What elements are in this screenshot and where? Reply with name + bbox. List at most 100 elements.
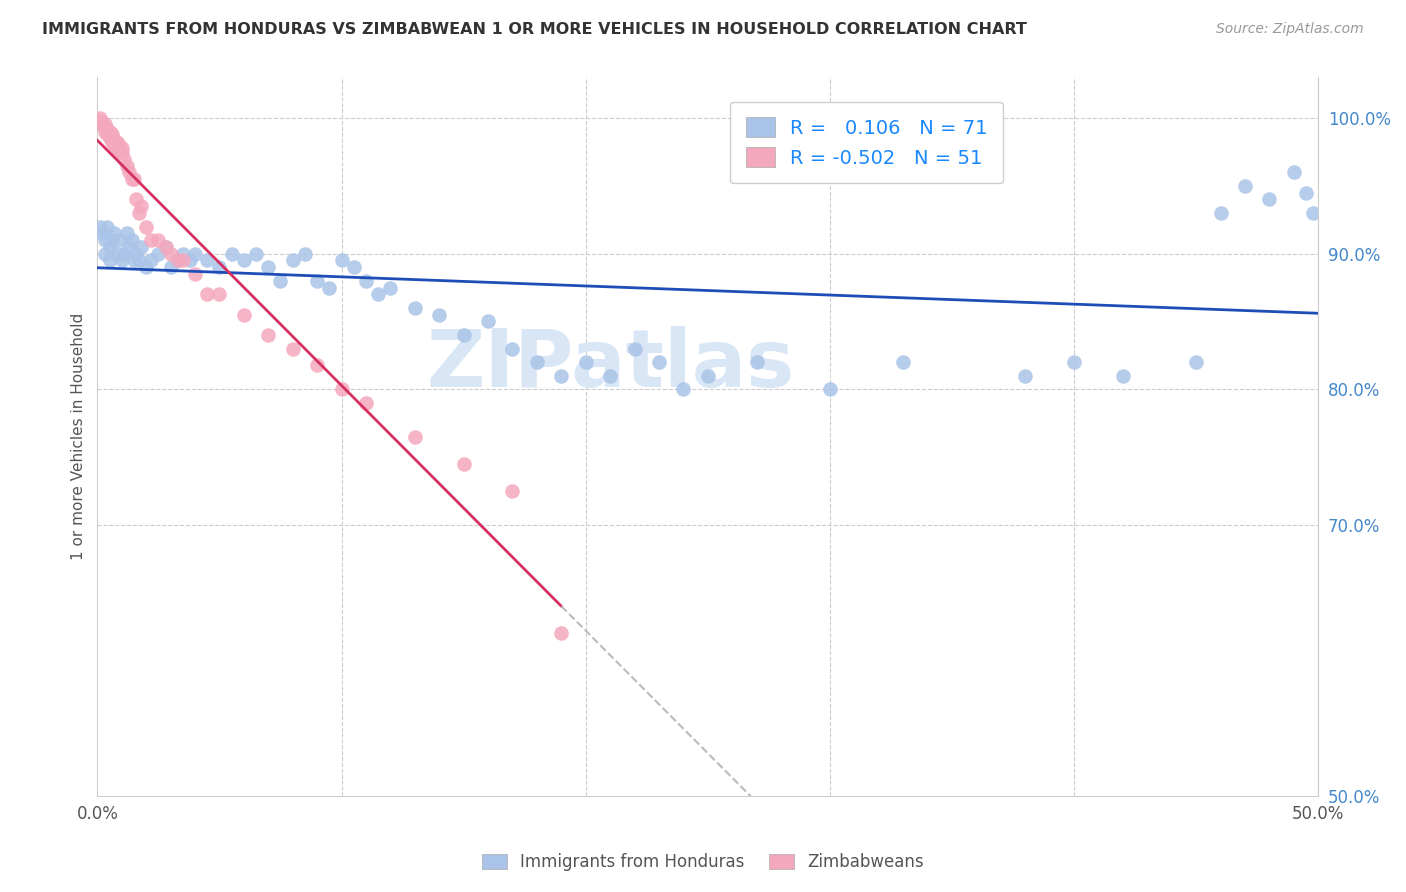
Point xyxy=(135,260,157,275)
Point xyxy=(108,144,131,158)
Point xyxy=(599,368,621,383)
Point xyxy=(93,116,115,130)
Point xyxy=(427,308,450,322)
Point xyxy=(111,141,134,155)
Point xyxy=(330,253,353,268)
Point xyxy=(125,193,148,207)
Point xyxy=(98,125,121,139)
Point xyxy=(148,233,170,247)
Point xyxy=(93,246,115,260)
Point xyxy=(101,136,124,150)
Point xyxy=(245,246,267,260)
Point xyxy=(98,128,121,143)
Text: ZIPatlas: ZIPatlas xyxy=(426,326,794,404)
Point xyxy=(404,429,426,443)
Point xyxy=(1112,368,1135,383)
Point xyxy=(208,260,231,275)
Point xyxy=(380,280,402,294)
Point xyxy=(696,368,718,383)
Point xyxy=(1209,206,1232,220)
Point xyxy=(128,253,150,268)
Point xyxy=(167,253,190,268)
Point xyxy=(118,165,141,179)
Point xyxy=(526,355,548,369)
Point xyxy=(172,253,194,268)
Point xyxy=(184,267,207,281)
Point xyxy=(128,206,150,220)
Point xyxy=(148,246,170,260)
Point xyxy=(1295,186,1317,200)
Point xyxy=(125,246,148,260)
Point xyxy=(294,246,316,260)
Point xyxy=(115,227,138,241)
Point xyxy=(121,172,143,186)
Point xyxy=(96,219,118,234)
Point xyxy=(818,382,841,396)
Point xyxy=(501,483,523,498)
Point xyxy=(98,253,121,268)
Point xyxy=(159,246,181,260)
Point xyxy=(1063,355,1085,369)
Point xyxy=(550,626,572,640)
Point xyxy=(96,122,118,136)
Legend: Immigrants from Honduras, Zimbabweans: Immigrants from Honduras, Zimbabweans xyxy=(474,845,932,880)
Point xyxy=(155,240,177,254)
Point xyxy=(477,314,499,328)
Point xyxy=(98,240,121,254)
Point xyxy=(1282,165,1305,179)
Point xyxy=(195,287,218,301)
Point xyxy=(648,355,671,369)
Point xyxy=(159,260,181,275)
Point xyxy=(184,246,207,260)
Point xyxy=(232,253,254,268)
Point xyxy=(269,274,291,288)
Point xyxy=(91,118,114,132)
Point xyxy=(257,328,280,343)
Point xyxy=(354,395,377,409)
Point xyxy=(93,125,115,139)
Point xyxy=(89,219,111,234)
Point xyxy=(195,253,218,268)
Point xyxy=(453,457,475,471)
Point xyxy=(112,152,135,166)
Point xyxy=(91,227,114,241)
Point xyxy=(105,141,128,155)
Point xyxy=(101,128,124,142)
Point xyxy=(131,240,153,254)
Point xyxy=(453,328,475,343)
Point xyxy=(179,253,201,268)
Point xyxy=(121,233,143,247)
Point xyxy=(354,274,377,288)
Point xyxy=(101,233,124,247)
Point xyxy=(111,145,134,159)
Point xyxy=(139,253,162,268)
Point xyxy=(93,120,115,135)
Point xyxy=(112,246,135,260)
Point xyxy=(575,355,598,369)
Point xyxy=(135,219,157,234)
Point xyxy=(343,260,366,275)
Point xyxy=(108,233,131,247)
Point xyxy=(131,199,153,213)
Point xyxy=(96,128,118,142)
Point xyxy=(891,355,914,369)
Point xyxy=(89,113,111,128)
Point xyxy=(307,274,329,288)
Point xyxy=(122,172,145,186)
Text: IMMIGRANTS FROM HONDURAS VS ZIMBABWEAN 1 OR MORE VEHICLES IN HOUSEHOLD CORRELATI: IMMIGRANTS FROM HONDURAS VS ZIMBABWEAN 1… xyxy=(42,22,1026,37)
Point xyxy=(108,138,131,153)
Point xyxy=(139,233,162,247)
Point xyxy=(103,138,125,153)
Point xyxy=(307,358,329,372)
Point xyxy=(257,260,280,275)
Point xyxy=(1234,178,1257,193)
Point xyxy=(115,159,138,173)
Point xyxy=(550,368,572,383)
Point xyxy=(118,240,141,254)
Point xyxy=(318,280,340,294)
Text: Source: ZipAtlas.com: Source: ZipAtlas.com xyxy=(1216,22,1364,37)
Point xyxy=(1014,368,1036,383)
Point xyxy=(1258,193,1281,207)
Point xyxy=(672,382,695,396)
Point xyxy=(404,301,426,315)
